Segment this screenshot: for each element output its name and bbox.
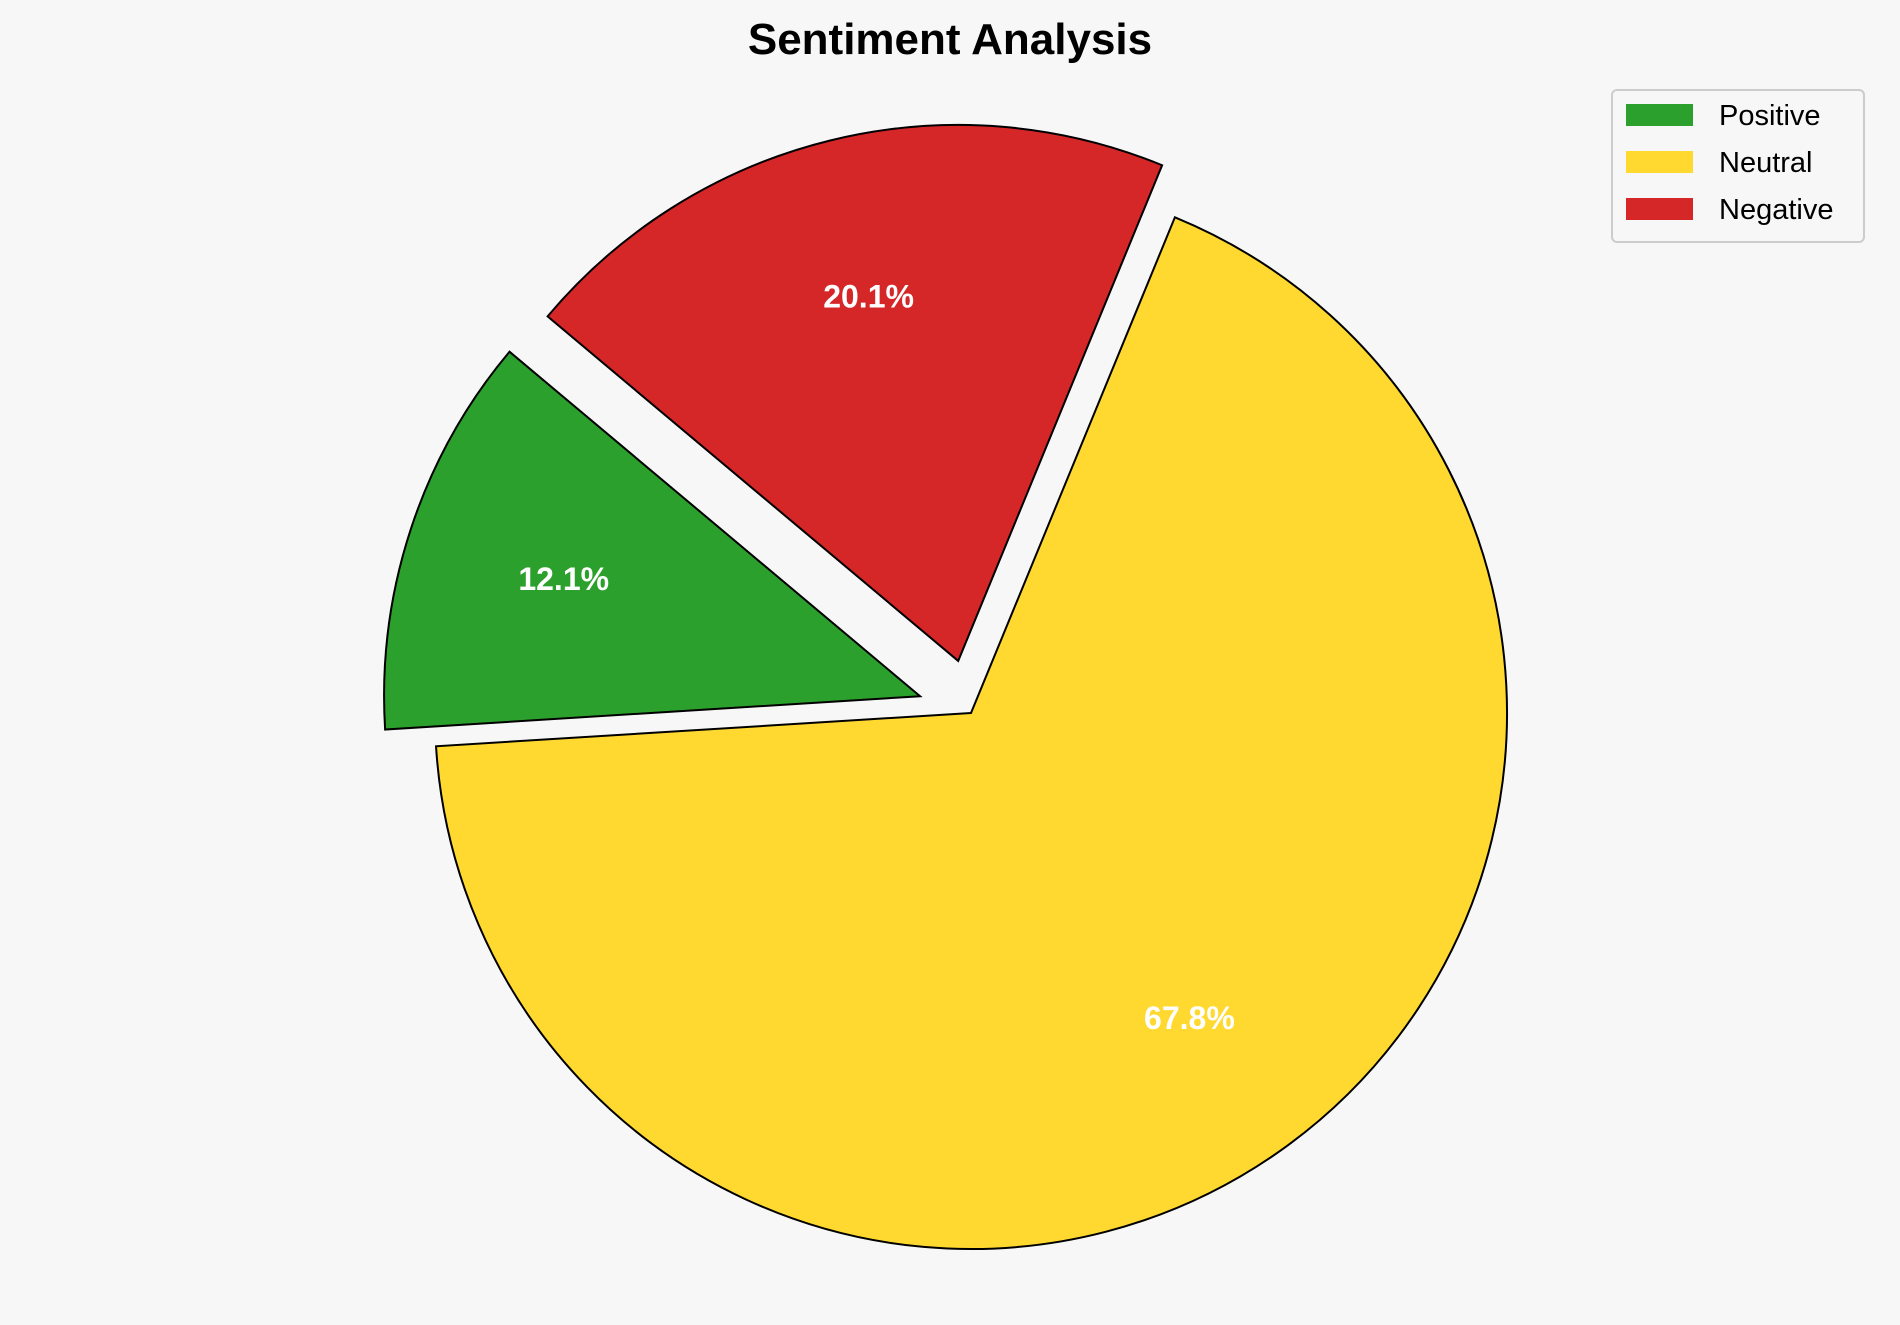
chart-title: Sentiment Analysis (748, 15, 1152, 64)
legend-label-neutral: Neutral (1719, 147, 1813, 179)
pie-wedge-neutral (434, 215, 1508, 1250)
pct-label-negative: 20.1% (823, 279, 914, 315)
legend-swatch-neutral (1626, 151, 1693, 173)
pct-label-neutral: 67.8% (1144, 1000, 1235, 1036)
legend-label-negative: Negative (1719, 194, 1833, 226)
pct-label-positive: 12.1% (518, 561, 609, 597)
pie-labels: 12.1% 67.8% 20.1% (518, 279, 1234, 1036)
legend-swatch-negative (1626, 198, 1693, 220)
legend-label-positive: Positive (1719, 100, 1821, 132)
pie-wedge-positive (383, 350, 923, 731)
legend-swatch-positive (1626, 104, 1693, 126)
pie-wedges (383, 123, 1508, 1250)
pie-wedge-negative (546, 123, 1164, 663)
legend: Positive Neutral Negative (1611, 89, 1865, 243)
